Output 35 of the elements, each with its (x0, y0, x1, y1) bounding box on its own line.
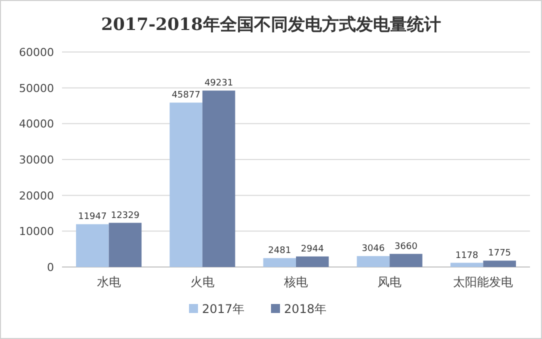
y-tick-label: 0 (47, 261, 54, 274)
data-label: 1775 (488, 248, 512, 259)
data-label: 3046 (362, 244, 385, 254)
x-tick-label: 核电 (283, 275, 308, 289)
x-tick-label: 风电 (378, 275, 402, 289)
y-tick-label: 30000 (19, 154, 54, 166)
bar (76, 224, 109, 267)
bar (450, 262, 484, 267)
y-tick-label: 40000 (19, 118, 54, 131)
data-label: 49231 (204, 78, 234, 89)
y-tick-label: 60000 (19, 46, 54, 59)
x-tick-label: 水电 (96, 275, 121, 289)
data-label: 12329 (110, 210, 140, 221)
bar (483, 260, 516, 267)
data-label: 2481 (268, 246, 292, 256)
x-tick-label: 太阳能发电 (453, 275, 514, 289)
data-label: 3660 (394, 242, 418, 252)
y-tick-label: 50000 (19, 82, 54, 95)
bar (108, 222, 142, 267)
chart-title: 2017-2018年全国不同发电方式发电量统计 (101, 15, 441, 35)
bar (170, 102, 202, 267)
bar (390, 254, 422, 267)
bar (356, 256, 390, 267)
bar (263, 258, 296, 267)
data-label: 45877 (172, 90, 200, 101)
x-tick-label: 火电 (190, 275, 214, 289)
legend-label: 2018年 (284, 302, 327, 316)
y-tick-label: 10000 (19, 225, 54, 238)
bar (202, 90, 236, 267)
y-tick-label: 20000 (19, 189, 54, 202)
data-label: 1178 (455, 250, 479, 261)
data-label: 2944 (300, 244, 324, 254)
data-label: 11947 (78, 212, 107, 222)
legend-label: 2017年 (202, 302, 245, 316)
bar (296, 256, 329, 267)
